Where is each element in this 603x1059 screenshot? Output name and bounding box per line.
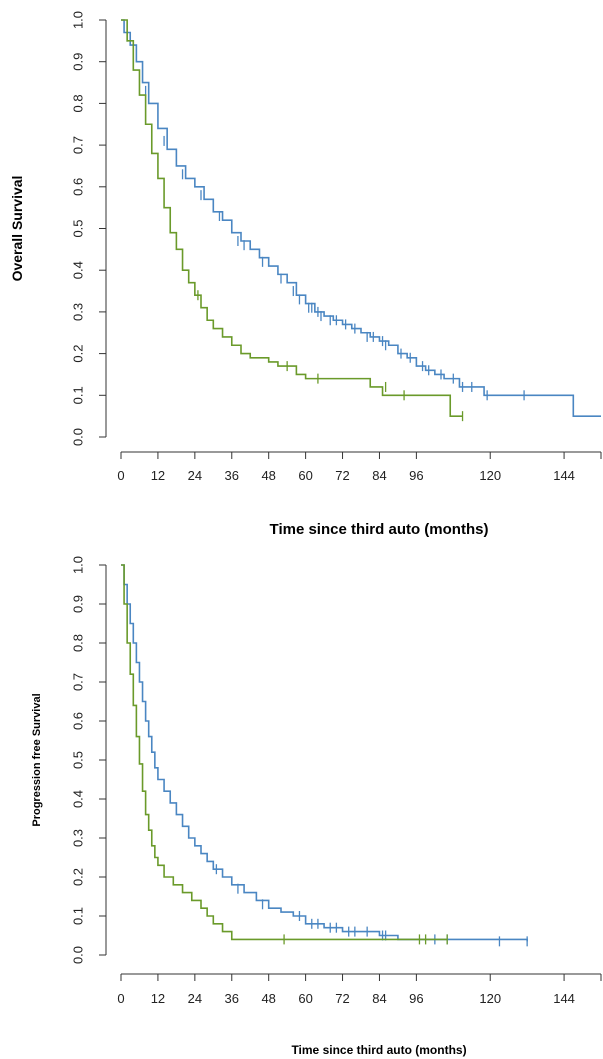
x-tick-label: 84 [372,991,386,1006]
y-tick-label: 1.0 [71,11,86,29]
y-tick-label: 0.1 [71,386,86,404]
survival-curve-series-1 [121,19,601,417]
x-tick-label: 24 [188,991,202,1006]
y-tick-label: 0.9 [71,595,86,613]
x-tick-label: 120 [479,991,501,1006]
x-tick-label: 48 [261,991,275,1006]
y-tick-label: 0.8 [71,94,86,112]
y-tick-label: 0.3 [71,303,86,321]
x-tick-label: 48 [261,468,275,483]
y-axis-title-progression-free-survival: Progression free Survival [31,693,43,826]
x-tick-label: 36 [225,991,239,1006]
y-tick-label: 1.0 [71,556,86,574]
survival-curve-series-2 [121,564,448,941]
x-tick-label: 144 [553,468,575,483]
x-tick-label: 12 [151,991,165,1006]
x-tick-label: 24 [188,468,202,483]
overall-survival-axes: 0 12 24 36 48 60 72 84 96 120 144 0.0 0.1 0.2 0.3 0.4 0.… [71,11,602,483]
y-tick-label: 0.1 [71,907,86,925]
x-tick-label: 144 [553,991,575,1006]
y-tick-label: 0.7 [71,136,86,154]
y-tick-label: 0.0 [71,946,86,964]
y-tick-label: 0.0 [71,428,86,446]
y-tick-label: 0.7 [71,673,86,691]
y-tick-label: 0.2 [71,868,86,886]
y-tick-label: 0.5 [71,219,86,237]
progression-free-survival-panel: 0 12 24 36 48 60 72 84 96 120 144 0.0 0.1 0.2 0.3 0.4 0.… [31,556,602,1057]
x-tick-label: 84 [372,468,386,483]
x-tick-label: 96 [409,468,423,483]
y-axis-title-overall-survival: Overall Survival [9,176,25,282]
y-tick-label: 0.6 [71,178,86,196]
y-tick-label: 0.3 [71,829,86,847]
survival-curve-series-2 [121,19,463,417]
x-tick-label: 96 [409,991,423,1006]
overall-survival-panel: 0 12 24 36 48 60 72 84 96 120 144 0.0 0.1 0.2 0.3 0.4 0.… [9,11,602,538]
progression-free-survival-plot-area [121,564,528,947]
x-axis-title-overall-survival: Time since third auto (months) [270,521,489,538]
progression-free-survival-axes: 0 12 24 36 48 60 72 84 96 120 144 0.0 0.1 0.2 0.3 0.4 0.… [71,556,602,1006]
x-tick-label: 72 [335,991,349,1006]
x-axis-title-progression-free-survival: Time since third auto (months) [291,1043,466,1057]
y-tick-label: 0.6 [71,712,86,730]
y-tick-label: 0.4 [71,261,86,279]
overall-survival-plot-area [121,19,601,422]
y-tick-label: 0.5 [71,751,86,769]
x-tick-label: 72 [335,468,349,483]
y-tick-label: 0.4 [71,790,86,808]
y-tick-label: 0.2 [71,345,86,363]
x-tick-label: 0 [117,991,124,1006]
x-tick-label: 60 [298,991,312,1006]
y-tick-label: 0.8 [71,634,86,652]
y-tick-label: 0.9 [71,53,86,71]
x-tick-label: 0 [117,468,124,483]
x-tick-label: 36 [225,468,239,483]
x-tick-label: 120 [479,468,501,483]
x-tick-label: 12 [151,468,165,483]
x-tick-label: 60 [298,468,312,483]
